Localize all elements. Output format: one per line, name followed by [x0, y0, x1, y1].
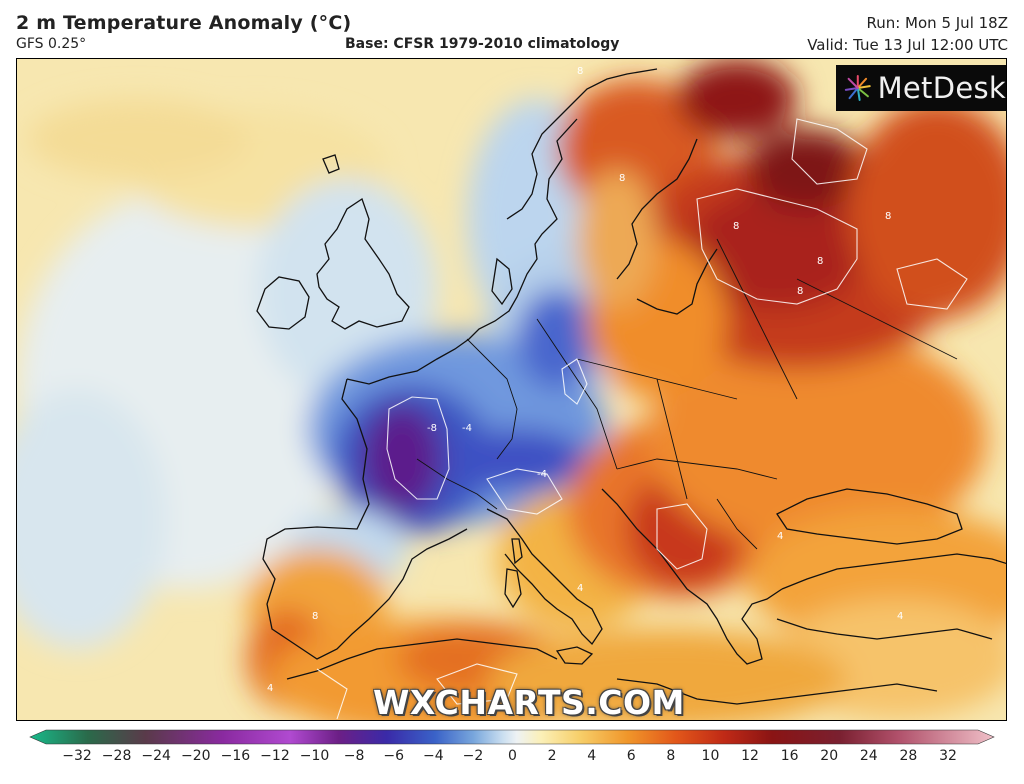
colorbar-tick-label: 8	[666, 748, 676, 764]
contour-label: 4	[897, 611, 903, 622]
colorbar-tick-label: −10	[299, 748, 330, 764]
valid-time-label: Valid: Tue 13 Jul 12:00 UTC	[807, 36, 1008, 54]
colorbar-tick-label: 16	[780, 748, 799, 764]
colorbar-ticks: −32 −28 −24 −20 −16 −12 −10 −8 −6 −4 −2 0 2 4 6 8 10 12 16…	[0, 748, 1024, 768]
colorbar-tick-label: 10	[701, 748, 720, 764]
anomaly-field	[17, 59, 1006, 720]
colorbar-tick-label: −20	[180, 748, 211, 764]
colorbar-tick-label: −32	[62, 748, 92, 764]
contour-label: -8	[427, 423, 437, 434]
base-climatology-label: Base: CFSR 1979-2010 climatology	[345, 36, 620, 52]
anomaly-contours	[316, 118, 968, 720]
colorbar-tick-label: −2	[462, 748, 484, 764]
colorbar: −32 −28 −24 −20 −16 −12 −10 −8 −6 −4 −2 0 2 4 6 8 10 12 16…	[0, 726, 1024, 784]
colorbar-tick-label: 28	[899, 748, 918, 764]
contour-label: 8	[817, 256, 823, 267]
model-label: GFS 0.25°	[16, 36, 87, 52]
colorbar-tick-label: −16	[220, 748, 251, 764]
map-canvas: 8 8 8 8 8 4 4 4 -8 -4 -4 8 8 4	[17, 59, 1006, 720]
contour-label: 8	[885, 211, 891, 222]
contour-labels: 8 8 8 8 8 4 4 4 -8 -4 -4 8 8 4	[267, 66, 903, 694]
colorbar-tick-label: −12	[260, 748, 290, 764]
colorbar-tick-label: −8	[343, 748, 365, 764]
contour-label: 4	[267, 683, 273, 694]
colorbar-gradient	[29, 729, 995, 745]
colorbar-tick-label: 2	[547, 748, 557, 764]
colorbar-tick-label: −28	[101, 748, 132, 764]
temperature-anomaly-map: 8 8 8 8 8 4 4 4 -8 -4 -4 8 8 4	[16, 58, 1007, 721]
colorbar-tick-label: 0	[508, 748, 517, 764]
contour-label: -4	[537, 469, 547, 480]
colorbar-tick-label: 24	[859, 748, 878, 764]
colorbar-tick-label: −6	[383, 748, 405, 764]
metdesk-logo-text: MetDesk	[877, 71, 1006, 105]
contour-label: 4	[577, 583, 583, 594]
colorbar-tick-label: −4	[422, 748, 444, 764]
contour-label: 8	[619, 173, 625, 184]
metdesk-starburst-icon	[844, 75, 871, 101]
colorbar-tick-label: 32	[939, 748, 957, 764]
colorbar-tick-label: 20	[820, 748, 839, 764]
colorbar-tick-label: 4	[587, 748, 597, 764]
colorbar-tick-label: −24	[141, 748, 171, 764]
colorbar-tick-label: 12	[741, 748, 759, 764]
colorbar-tick-label: 6	[626, 748, 636, 764]
wxcharts-watermark: WXCHARTS.COM	[373, 683, 685, 721]
contour-label: -4	[462, 423, 472, 434]
contour-label: 4	[777, 531, 783, 542]
contour-label: 8	[797, 286, 803, 297]
metdesk-logo: MetDesk	[836, 65, 1006, 111]
run-time-label: Run: Mon 5 Jul 18Z	[866, 14, 1008, 32]
contour-label: 8	[312, 611, 318, 622]
coastlines	[256, 68, 1006, 705]
contour-label: 8	[733, 221, 739, 232]
chart-title: 2 m Temperature Anomaly (°C)	[16, 12, 352, 34]
contour-label: 8	[577, 66, 583, 77]
